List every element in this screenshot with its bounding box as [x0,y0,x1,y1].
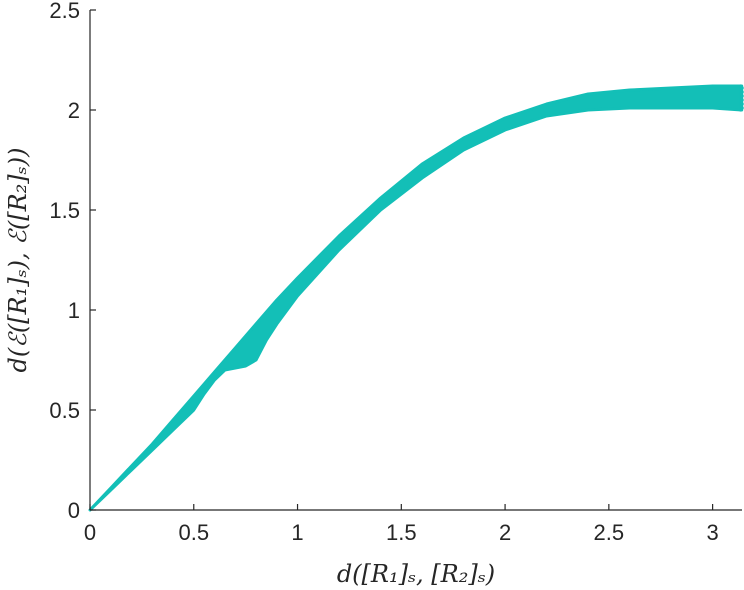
x-tick-label: 2.5 [594,520,625,545]
y-tick-label: 2 [68,98,80,123]
x-tick-label: 2 [499,520,511,545]
x-axis-label: d([R₁]ₛ, [R₂]ₛ) [337,560,495,588]
y-tick-label: 0 [68,498,80,523]
x-tick-label: 0.5 [178,520,209,545]
y-axis-ticks: 0 0.5 1 1.5 2 2.5 [49,0,96,523]
scatter-point [739,84,743,88]
x-tick-label: 1 [291,520,303,545]
y-tick-label: 1 [68,298,80,323]
y-axis-label: d(ℰ([R₁]ₛ), ℰ([R₂]ₛ)) [4,148,32,373]
x-tick-label: 3 [706,520,718,545]
scatter-point-cloud-0 [88,84,744,512]
x-tick-label: 1.5 [386,520,417,545]
y-tick-label: 1.5 [49,198,80,223]
x-axis-ticks: 0 0.5 1 1.5 2 2.5 3 [84,504,719,545]
plot-area [88,84,744,512]
y-tick-label: 2.5 [49,0,80,23]
y-tick-label: 0.5 [49,398,80,423]
x-tick-label: 0 [84,520,96,545]
scatter-edge-points-0 [739,84,744,112]
